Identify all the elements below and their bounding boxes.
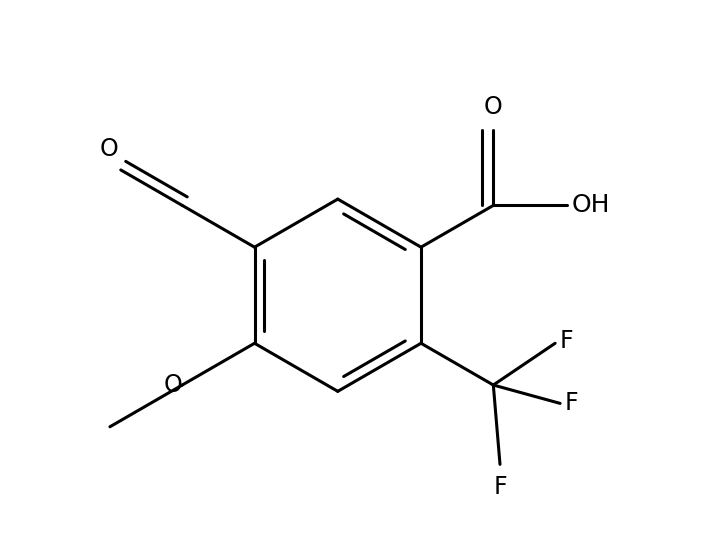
Text: O: O — [484, 95, 502, 119]
Text: O: O — [164, 373, 182, 397]
Text: OH: OH — [572, 193, 610, 217]
Text: F: F — [560, 328, 573, 353]
Text: F: F — [493, 475, 507, 500]
Text: F: F — [565, 391, 579, 416]
Text: O: O — [99, 137, 118, 161]
